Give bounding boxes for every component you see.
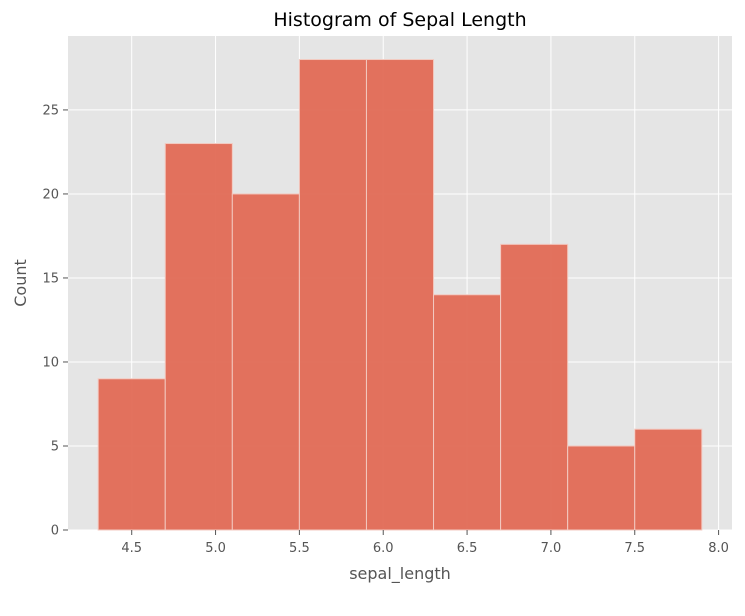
- y-axis-ticks: 0 5 10 15 20 25: [42, 103, 68, 539]
- x-axis-title: sepal_length: [349, 564, 451, 584]
- y-tick-label: 10: [42, 355, 59, 370]
- histogram-bar: [97, 378, 166, 531]
- x-tick-label: 6.0: [373, 541, 394, 556]
- y-axis-title: Count: [11, 259, 30, 307]
- x-tick-label: 5.0: [205, 541, 226, 556]
- histogram-bar: [298, 59, 367, 531]
- y-tick-label: 0: [51, 524, 59, 539]
- x-tick-label: 7.0: [541, 541, 562, 556]
- x-axis-ticks: 4.5 5.0 5.5 6.0 6.5 7.0 7.5 8.0: [121, 530, 729, 556]
- histogram-bar: [164, 143, 233, 531]
- x-tick-label: 6.5: [457, 541, 478, 556]
- y-tick-label: 5: [51, 439, 59, 454]
- y-tick-label: 25: [42, 103, 59, 118]
- x-tick-label: 8.0: [708, 541, 729, 556]
- x-tick-label: 4.5: [121, 541, 142, 556]
- x-tick-label: 7.5: [624, 541, 645, 556]
- histogram-bar: [231, 193, 300, 531]
- y-tick-label: 20: [42, 187, 59, 202]
- chart-title: Histogram of Sepal Length: [273, 9, 526, 31]
- y-tick-label: 15: [42, 271, 59, 286]
- histogram-bar: [567, 445, 636, 531]
- histogram-bar: [500, 243, 569, 531]
- histogram-bars: [97, 59, 703, 531]
- x-tick-label: 5.5: [289, 541, 310, 556]
- histogram-bar: [433, 294, 502, 531]
- histogram-bar: [634, 428, 703, 531]
- histogram-bar: [365, 59, 435, 531]
